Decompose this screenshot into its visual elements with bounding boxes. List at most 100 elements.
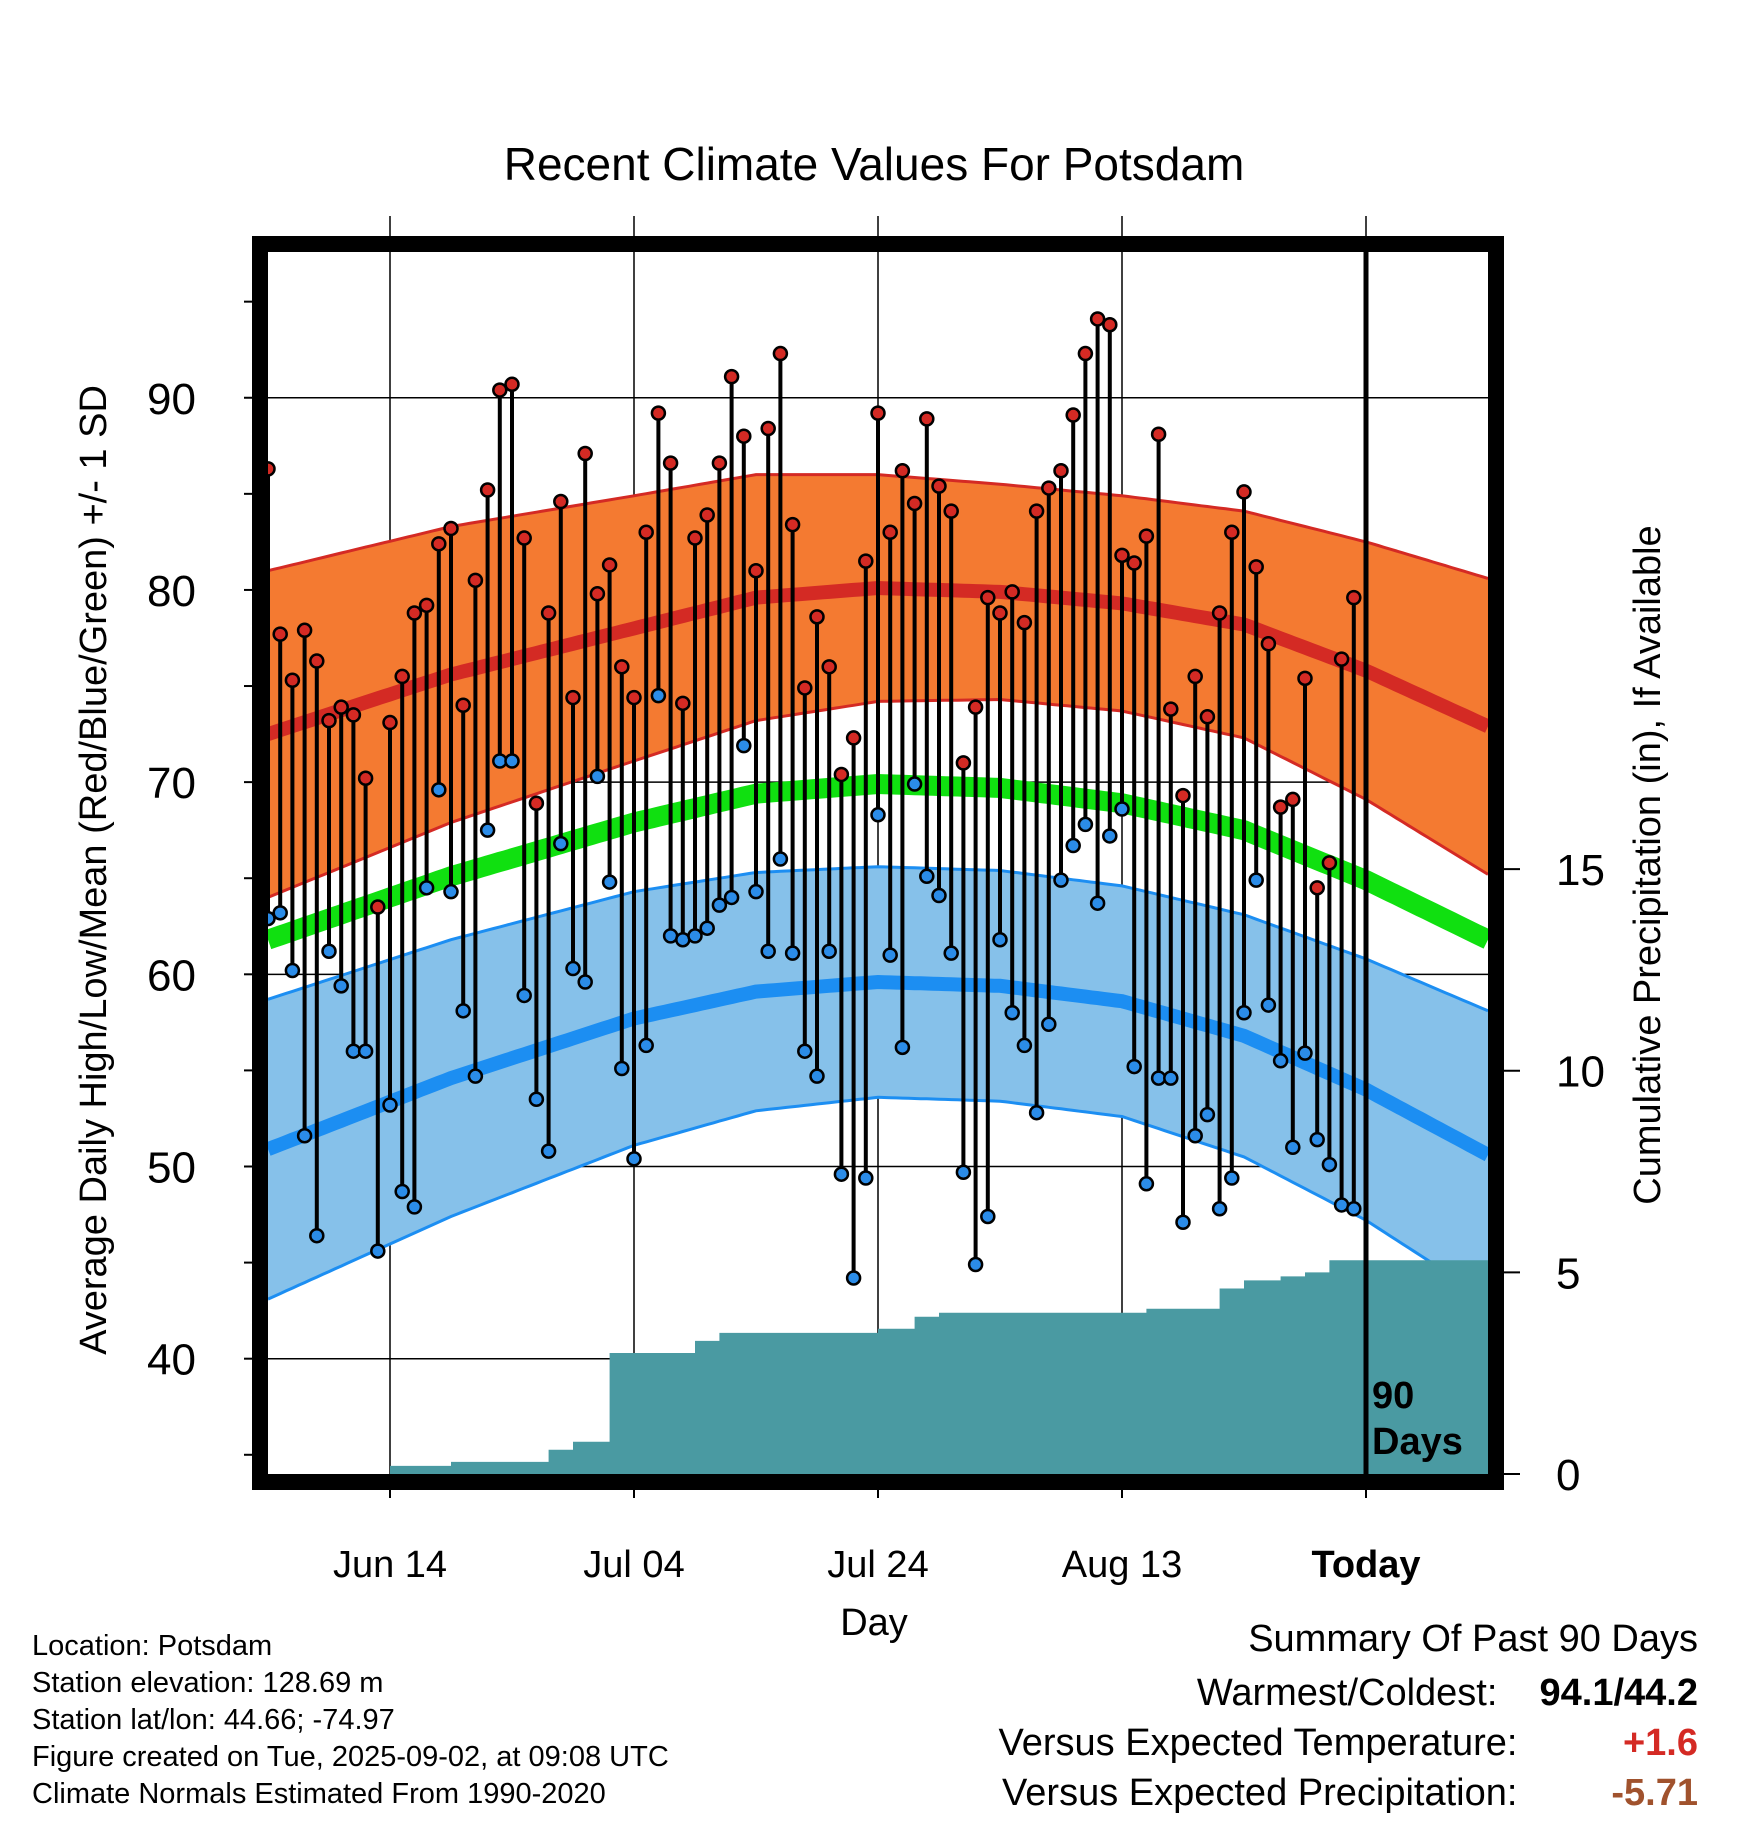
low-point: [955, 1164, 972, 1181]
high-point: [528, 795, 545, 812]
low-point: [382, 1097, 398, 1113]
low-point: [357, 1043, 374, 1059]
high-point: [540, 605, 557, 621]
high-point: [967, 699, 984, 715]
precip-area-group: 90 Days: [268, 244, 1488, 1474]
temp-label: Versus Expected Temperature:: [998, 1722, 1518, 1764]
low-point: [284, 962, 301, 979]
low-point: [1163, 1070, 1179, 1086]
high-point: [931, 478, 947, 494]
low-point: [748, 883, 764, 900]
low-point: [845, 1270, 862, 1286]
high-point: [1309, 880, 1325, 896]
low-point: [1236, 1005, 1252, 1021]
high-point: [1016, 614, 1033, 631]
period-label-line: 90: [1372, 1375, 1414, 1417]
low-point: [1248, 872, 1264, 888]
observations: [260, 311, 1362, 1286]
low-point: [553, 835, 569, 852]
low-point: [577, 974, 593, 990]
axes: 40 50 60 70 80 90 0 5 10 15 Jun 14 Jul 04 Jul 24 Aug …: [147, 300, 1605, 1586]
high-point: [492, 382, 508, 398]
high-point: [443, 520, 459, 537]
high-point: [1004, 584, 1020, 600]
low-point: [699, 920, 715, 936]
low-point: [309, 1227, 325, 1244]
high-point: [870, 405, 886, 421]
high-point: [321, 712, 337, 729]
period-label-line: Days: [1372, 1421, 1463, 1463]
low-point: [1065, 837, 1081, 854]
warmest-coldest-value: 94.1/44.2: [1539, 1672, 1698, 1714]
high-point: [955, 755, 972, 771]
high-point: [894, 463, 911, 479]
high-point: [357, 770, 374, 787]
high-point: [589, 586, 606, 602]
low-point: [797, 1043, 813, 1059]
high-point: [797, 680, 813, 696]
high-point: [1285, 791, 1301, 808]
high-point: [479, 482, 496, 498]
low-point: [1297, 1045, 1313, 1061]
high-point: [906, 495, 923, 512]
high-point: [467, 572, 484, 589]
high-point: [1187, 668, 1203, 685]
high-point: [406, 605, 423, 621]
high-point: [772, 345, 789, 362]
high-point: [1211, 605, 1228, 621]
high-point: [1089, 311, 1106, 327]
high-point: [1053, 463, 1069, 479]
low-point: [760, 943, 776, 959]
y2-tick-label: 15: [1556, 846, 1605, 895]
high-point: [711, 455, 728, 471]
high-point: [943, 503, 959, 519]
high-point: [431, 536, 447, 552]
y2-axis-label: Cumulative Precipitation (in), If Availa…: [1627, 525, 1669, 1204]
elevation-text: Station elevation: 128.69 m: [32, 1667, 384, 1699]
high-point: [296, 622, 313, 639]
high-point: [919, 411, 935, 427]
temp-value: +1.6: [1622, 1722, 1698, 1764]
high-point: [577, 445, 593, 462]
low-point: [980, 1208, 996, 1225]
low-point: [321, 943, 337, 959]
low-point: [1285, 1139, 1301, 1156]
low-point: [772, 851, 789, 867]
location-text: Location: Potsdam: [32, 1630, 273, 1662]
high-point: [723, 368, 740, 385]
low-point: [1028, 1104, 1045, 1121]
high-point: [382, 714, 398, 731]
high-point: [272, 626, 288, 642]
high-point: [1175, 787, 1191, 804]
low-point: [1004, 1005, 1020, 1021]
high-point: [455, 697, 471, 713]
low-point: [858, 1170, 874, 1186]
high-point: [882, 524, 898, 541]
low-point: [1053, 872, 1069, 888]
high-point: [516, 530, 532, 546]
y-axis-label: Average Daily High/Low/Mean (Red/Blue/Gr…: [73, 385, 115, 1355]
high-point: [1224, 524, 1240, 541]
high-point: [845, 730, 862, 746]
footer-info: Location: Potsdam Station elevation: 128…: [32, 1628, 669, 1813]
high-point: [821, 659, 837, 675]
low-point: [455, 1003, 471, 1019]
high-point: [601, 557, 618, 573]
low-point: [1187, 1128, 1203, 1144]
low-point: [1346, 1201, 1362, 1217]
y2-tick-label: 0: [1556, 1451, 1580, 1500]
low-point: [333, 978, 349, 994]
high-point: [675, 695, 691, 712]
high-point: [687, 530, 703, 546]
low-point: [540, 1143, 557, 1159]
high-point: [1114, 547, 1130, 564]
period-label: 90 Days: [1372, 1375, 1463, 1463]
high-point: [1248, 559, 1264, 575]
x-tick-label: Jun 14: [333, 1544, 447, 1586]
high-point: [418, 597, 435, 614]
x-tick-label: Aug 13: [1062, 1544, 1182, 1586]
warmest-coldest-label: Warmest/Coldest:: [1196, 1672, 1498, 1714]
high-point: [1077, 345, 1094, 362]
high-point: [345, 707, 362, 723]
